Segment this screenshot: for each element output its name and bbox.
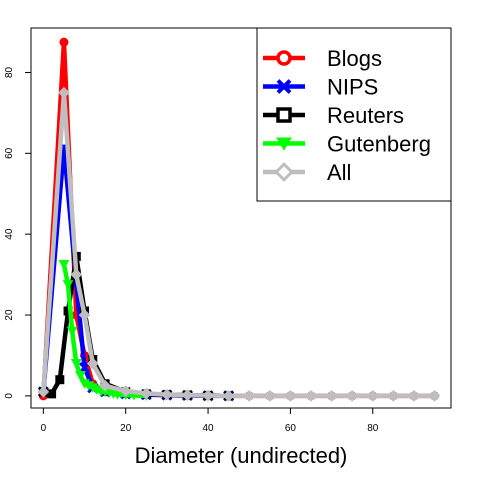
- y-tick-label: 60: [4, 147, 15, 159]
- data-point: [408, 390, 420, 402]
- data-point: [387, 390, 400, 402]
- data-point: [112, 390, 123, 400]
- data-point: [58, 86, 70, 99]
- legend-item-nips: NIPS: [263, 75, 378, 100]
- data-point: [243, 390, 256, 402]
- data-point: [366, 390, 379, 402]
- data-point: [305, 390, 317, 402]
- data-point: [58, 259, 70, 270]
- data-point: [37, 385, 50, 398]
- legend-label: All: [327, 160, 351, 185]
- series-layer: [37, 37, 441, 402]
- legend-marker: [276, 79, 292, 94]
- legend-marker: [276, 137, 292, 151]
- data-point: [47, 389, 57, 399]
- legend-marker: [276, 107, 292, 123]
- data-point: [140, 387, 153, 400]
- data-point: [62, 280, 74, 290]
- series-line: [41, 90, 435, 399]
- legend-marker: [276, 50, 292, 66]
- x-tick-label: 20: [120, 423, 132, 434]
- y-tick-label: 20: [4, 309, 15, 321]
- data-point: [161, 388, 173, 401]
- y-tick-label: 0: [4, 393, 15, 399]
- series-all: [37, 86, 441, 402]
- y-tick-label: 40: [4, 228, 15, 240]
- y-tick-label: 80: [4, 66, 15, 78]
- x-tick-label: 40: [202, 423, 214, 434]
- data-point: [428, 390, 441, 402]
- x-axis-title: Diameter (undirected): [135, 443, 348, 468]
- data-point: [325, 390, 338, 402]
- legend: Blogs NIPS Reuters Gutenberg All: [256, 27, 452, 202]
- data-point: [222, 390, 235, 402]
- data-point: [70, 359, 82, 369]
- legend-label: Blogs: [327, 46, 382, 71]
- data-point: [66, 326, 78, 337]
- x-tick-label: 0: [41, 423, 47, 434]
- data-point: [75, 371, 86, 381]
- data-point: [86, 357, 99, 370]
- data-point: [99, 379, 111, 392]
- legend-item-blogs: Blogs: [263, 46, 382, 71]
- data-point: [346, 390, 359, 402]
- legend-item-reuters: Reuters: [263, 103, 404, 128]
- data-point: [70, 268, 83, 281]
- legend-label: NIPS: [327, 75, 378, 100]
- legend-marker: [274, 162, 294, 182]
- data-point: [263, 390, 276, 402]
- data-point: [63, 306, 73, 316]
- legend-label: Reuters: [327, 103, 404, 128]
- data-point: [181, 389, 194, 401]
- data-point: [59, 37, 69, 47]
- data-point: [119, 385, 132, 397]
- x-tick-label: 60: [285, 423, 297, 434]
- data-point: [55, 375, 65, 385]
- data-point: [202, 389, 214, 402]
- y-axis: 0 20 40 60 80: [4, 66, 32, 399]
- x-axis: 0 20 40 60 80: [41, 407, 379, 434]
- legend-item-all: All: [263, 160, 351, 185]
- data-point: [78, 362, 91, 374]
- legend-item-gutenberg: Gutenberg: [263, 132, 431, 157]
- x-tick-label: 80: [367, 423, 379, 434]
- data-point: [78, 309, 91, 321]
- data-point: [284, 390, 297, 402]
- legend-label: Gutenberg: [327, 132, 431, 157]
